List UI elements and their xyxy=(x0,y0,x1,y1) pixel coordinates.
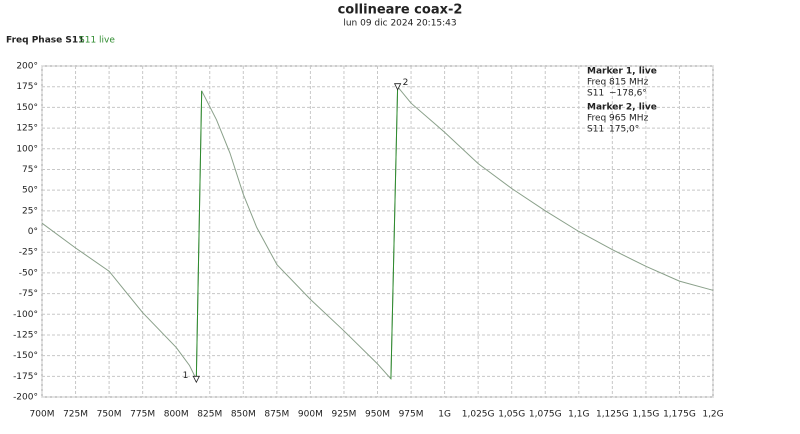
y-tick-label: -200° xyxy=(13,393,38,403)
marker-field: Freq xyxy=(587,78,606,88)
marker-value: −178,6° xyxy=(609,89,647,99)
wrap-segment xyxy=(390,86,399,379)
x-tick-label: 1,2G xyxy=(702,410,723,420)
x-tick-label: 1G xyxy=(438,410,451,420)
x-tick-label: 875M xyxy=(264,410,289,420)
x-tick-label: 800M xyxy=(164,410,189,420)
legend-entry: S11 live xyxy=(79,36,115,46)
y-tick-label: -175° xyxy=(13,372,38,382)
x-tick-label: 1,15G xyxy=(632,410,659,420)
marker-value: 175,0° xyxy=(609,125,639,135)
x-tick-label: 1,175G xyxy=(663,410,696,420)
x-tick-label: 1,05G xyxy=(498,410,525,420)
marker-field: S11 xyxy=(587,125,604,135)
x-tick-label: 700M xyxy=(30,410,55,420)
y-tick-label: -25° xyxy=(19,248,38,258)
x-tick-label: 825M xyxy=(197,410,222,420)
marker-title: Marker 2, live xyxy=(587,103,657,113)
y-tick-label: -50° xyxy=(19,268,38,278)
y-tick-label: -150° xyxy=(13,351,38,361)
chart-title: collineare coax-2 xyxy=(338,3,463,18)
marker xyxy=(192,375,200,384)
marker-label: 1 xyxy=(183,371,189,381)
x-tick-label: 900M xyxy=(298,410,323,420)
y-tick-label: 100° xyxy=(16,144,38,154)
x-tick-label: 950M xyxy=(365,410,390,420)
chart-subtitle: lun 09 dic 2024 20:15:43 xyxy=(343,19,456,29)
y-tick-label: 75° xyxy=(22,165,38,175)
x-tick-label: 1,125G xyxy=(596,410,629,420)
y-tick-label: -125° xyxy=(13,330,38,340)
y-tick-label: 50° xyxy=(22,186,38,196)
marker-freq: 815 MHz xyxy=(609,78,649,88)
x-tick-label: 750M xyxy=(97,410,122,420)
y-tick-label: 125° xyxy=(16,124,38,134)
y-tick-label: 175° xyxy=(16,82,38,92)
marker-field: S11 xyxy=(587,89,604,99)
x-tick-label: 1,075G xyxy=(529,410,562,420)
y-tick-label: 0° xyxy=(28,227,38,237)
marker-freq: 965 MHz xyxy=(609,114,649,124)
x-tick-label: 975M xyxy=(399,410,424,420)
x-tick-label: 850M xyxy=(231,410,256,420)
y-tick-label: 200° xyxy=(16,62,38,72)
marker-label: 2 xyxy=(403,78,409,88)
marker xyxy=(393,83,402,91)
wrap-segment xyxy=(195,90,203,380)
y-tick-label: -100° xyxy=(13,310,38,320)
y-tick-label: 25° xyxy=(22,206,38,216)
series-line xyxy=(41,85,714,381)
x-tick-label: 925M xyxy=(331,410,356,420)
x-tick-label: 725M xyxy=(63,410,88,420)
marker-title: Marker 1, live xyxy=(587,67,657,77)
x-tick-label: 1,1G xyxy=(568,410,589,420)
y-tick-label: 150° xyxy=(16,103,38,113)
plot-label: Freq Phase S11 xyxy=(6,36,84,46)
y-tick-label: -75° xyxy=(19,289,38,299)
x-tick-label: 1,025G xyxy=(462,410,495,420)
marker-field: Freq xyxy=(587,114,606,124)
x-tick-label: 775M xyxy=(130,410,155,420)
